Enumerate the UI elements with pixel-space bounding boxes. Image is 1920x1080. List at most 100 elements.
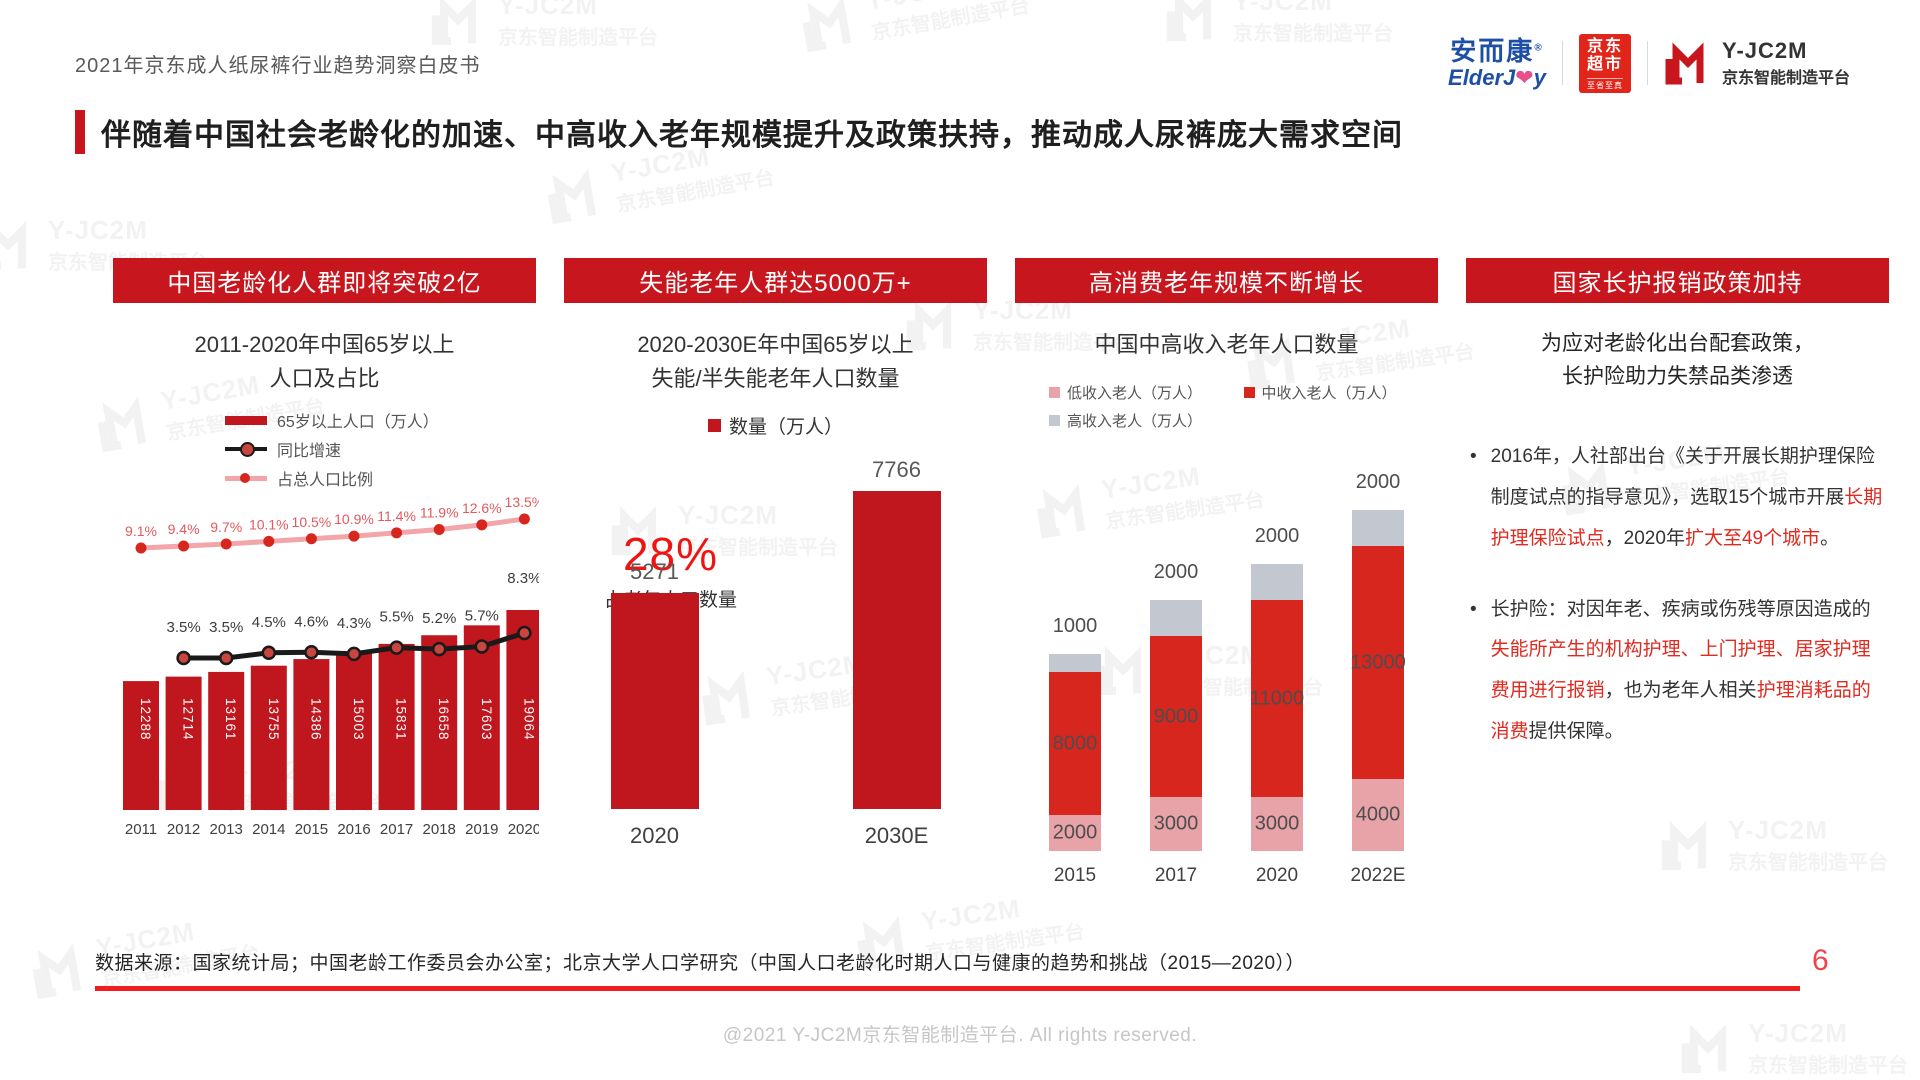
- bar-2018: [421, 635, 458, 811]
- legend-item-yoy-growth: 同比增速: [225, 439, 536, 460]
- bullet-marker: •: [1470, 598, 1477, 620]
- growth-label: 5.7%: [465, 608, 499, 625]
- high-income-swatch: [1049, 415, 1060, 427]
- growth-label: 5.2%: [422, 610, 456, 627]
- year-label-2013: 2013: [210, 821, 243, 838]
- heart-icon: ❤: [1515, 64, 1534, 90]
- bar-2011: [123, 681, 159, 811]
- bar-value-2019: 17603: [479, 698, 494, 741]
- segment-value: 2000: [1153, 561, 1199, 584]
- bullet-text: 长护险：对因年老、疾病或伤残等原因造成的失能所产生的机构护理、上门护理、居家护理…: [1490, 598, 1871, 743]
- chart2-bars: 5271 2020 7766 2030E: [564, 457, 987, 849]
- year-label-2020: 2020: [508, 821, 539, 838]
- share-label: 9.4%: [168, 521, 200, 537]
- growth-label: 3.5%: [166, 619, 200, 636]
- bar-value-2017: 15831: [394, 698, 409, 741]
- legend-item-share-of-population: 占总人口比例: [225, 468, 536, 489]
- bar-value-2016: 15003: [351, 698, 366, 741]
- bar-2017: [378, 644, 415, 811]
- mid-income-swatch: [1243, 387, 1255, 399]
- chart1-title: 2011-2020年中国65岁以上 人口及占比: [194, 332, 455, 392]
- segment-value: 2000: [1052, 821, 1098, 844]
- chart2-bar-group-2030E: 7766 2030E: [842, 457, 952, 849]
- growth-label: 4.3%: [337, 615, 371, 632]
- elderjoy-en: ElderJ: [1448, 64, 1516, 90]
- data-source-note: 数据来源：国家统计局；中国老龄工作委员会办公室；北京大学人口学研究（中国人口老龄…: [95, 953, 1306, 974]
- jd-supermarket-logo: 京东 超市 至省至真: [1578, 34, 1631, 93]
- segment-2017: 2000: [1150, 561, 1202, 637]
- black-line-swatch: [225, 441, 267, 457]
- banner-policy: 国家长护报销政策加持: [1466, 258, 1889, 303]
- legend-item-low-income: 低收入老人（万人）: [1049, 382, 1244, 403]
- banner-income-elderly: 高消费老年规模不断增长: [1015, 258, 1438, 303]
- segment-2017: 3000: [1150, 797, 1202, 852]
- share-label: 10.1%: [249, 517, 289, 533]
- share-point: [391, 527, 403, 539]
- segment-value: 8000: [1052, 732, 1098, 755]
- banner-aging-population: 中国老龄化人群即将突破2亿: [113, 258, 536, 303]
- quantity-swatch: [707, 419, 721, 433]
- bar-2014: [250, 665, 287, 811]
- copyright-note: @2021 Y-JC2M京东智能制造平台. All rights reserve…: [722, 1025, 1198, 1046]
- chart2-year-label: 2020: [630, 823, 679, 849]
- year-label-2016: 2016: [337, 821, 370, 838]
- growth-label: 8.3%: [507, 570, 539, 587]
- year-label-2014: 2014: [252, 821, 285, 838]
- bar-swatch: [225, 415, 267, 425]
- column-disabled-elderly: 失能老年人群达5000万+ 2020-2030E年中国65岁以上 失能/半失能老…: [564, 258, 987, 887]
- chart3-year-label: 2020: [1255, 865, 1299, 887]
- share-label: 10.9%: [334, 511, 374, 527]
- share-point: [135, 542, 147, 554]
- column-policy: 国家长护报销政策加持 为应对老龄化出台配套政策， 长护险助力失禁品类渗透 • 20…: [1466, 258, 1889, 887]
- growth-point: [389, 640, 404, 656]
- growth-point: [346, 646, 362, 662]
- segment-value: 3000: [1153, 812, 1199, 835]
- bar-2015: [293, 659, 330, 811]
- segment-2022E: 13000: [1350, 546, 1406, 780]
- segment-value: 3000: [1254, 812, 1300, 835]
- segment-2015: 2000: [1049, 815, 1101, 852]
- share-point: [518, 513, 530, 525]
- policy-bullet: • 长护险：对因年老、疾病或伤残等原因造成的失能所产生的机构护理、上门护理、居家护…: [1470, 590, 1885, 753]
- chart3-bar-group-2017: 2000 9000 3000 2017: [1148, 561, 1204, 887]
- segment-2022E: 2000: [1352, 471, 1404, 547]
- segment-value: 4000: [1355, 803, 1401, 826]
- share-label: 10.5%: [292, 514, 332, 530]
- share-point: [433, 524, 445, 536]
- growth-label: 5.5%: [379, 609, 413, 626]
- share-label: 9.1%: [125, 523, 157, 539]
- chart2-bar-2020: [610, 593, 699, 810]
- registered-mark: ®: [1534, 42, 1544, 54]
- growth-point: [474, 639, 490, 654]
- share-label: 9.7%: [210, 519, 242, 535]
- growth-label: 4.6%: [294, 613, 328, 630]
- bar-value-2020: 19064: [521, 698, 536, 741]
- segment-2015: 8000: [1049, 672, 1101, 816]
- growth-point: [304, 645, 319, 660]
- share-point: [263, 536, 275, 548]
- year-label-2012: 2012: [167, 821, 200, 838]
- growth-label: 4.5%: [252, 614, 286, 631]
- watermark-monogram-icon: [0, 221, 27, 271]
- growth-point: [261, 645, 277, 661]
- segment-2020: 2000: [1251, 525, 1303, 601]
- segment-2017: 9000: [1150, 636, 1202, 798]
- chart3-bar-group-2020: 2000 11000 3000 2020: [1249, 525, 1305, 887]
- segment-value: 1000: [1052, 615, 1098, 638]
- bar-value-2011: 12288: [138, 698, 153, 741]
- chart3-bar-group-2015: 1000 8000 2000 2015: [1047, 615, 1103, 887]
- watermark-monogram-icon: [32, 943, 82, 1000]
- growth-point: [431, 642, 447, 657]
- logo-divider: [1561, 41, 1563, 86]
- bar-2020: [506, 610, 543, 811]
- share-label: 12.6%: [462, 500, 502, 516]
- bar-value-2013: 13161: [223, 698, 238, 741]
- jc2m-logo: Y-JC2M 京东智能制造平台: [1664, 38, 1850, 88]
- title-row: 伴随着中国社会老龄化的加速、中高收入老年规模提升及政策扶持，推动成人尿裤庞大需求…: [75, 110, 1403, 154]
- year-label-2018: 2018: [423, 821, 456, 838]
- low-income-swatch: [1049, 387, 1060, 399]
- growth-point: [517, 625, 532, 641]
- chart1-canvas: 12288 2011 12714 2012 13161 2013 13755 2014 1438…: [123, 494, 544, 838]
